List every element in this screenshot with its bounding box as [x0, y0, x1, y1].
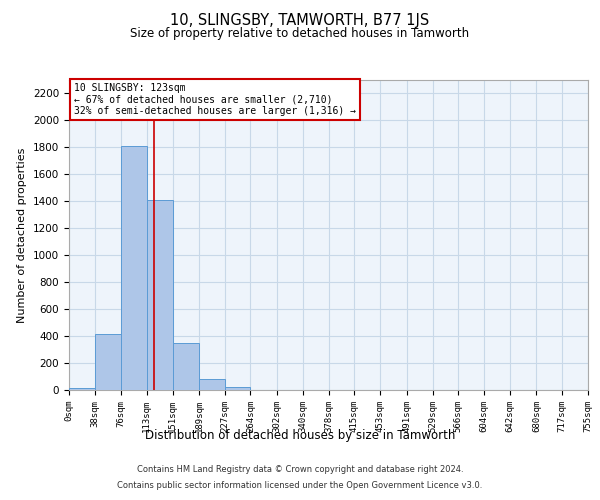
- Bar: [121, 146, 146, 390]
- Text: Contains HM Land Registry data © Crown copyright and database right 2024.: Contains HM Land Registry data © Crown c…: [137, 466, 463, 474]
- Text: Size of property relative to detached houses in Tamworth: Size of property relative to detached ho…: [130, 28, 470, 40]
- Text: Contains public sector information licensed under the Open Government Licence v3: Contains public sector information licen…: [118, 480, 482, 490]
- Y-axis label: Number of detached properties: Number of detached properties: [17, 148, 28, 322]
- Bar: [95, 334, 121, 390]
- Bar: [69, 388, 95, 390]
- Bar: [173, 343, 199, 390]
- Text: 10 SLINGSBY: 123sqm
← 67% of detached houses are smaller (2,710)
32% of semi-det: 10 SLINGSBY: 123sqm ← 67% of detached ho…: [74, 83, 356, 116]
- Text: 10, SLINGSBY, TAMWORTH, B77 1JS: 10, SLINGSBY, TAMWORTH, B77 1JS: [170, 12, 430, 28]
- Bar: [225, 386, 250, 390]
- Bar: [146, 200, 173, 390]
- Bar: [199, 379, 225, 390]
- Text: Distribution of detached houses by size in Tamworth: Distribution of detached houses by size …: [145, 428, 455, 442]
